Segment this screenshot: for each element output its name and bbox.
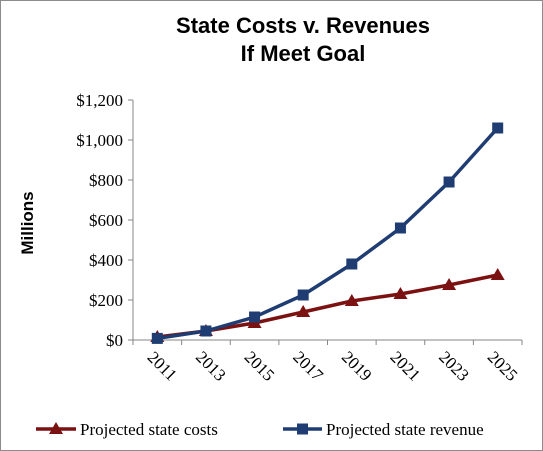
chart-title-line-2: If Meet Goal [241, 41, 366, 66]
data-point [394, 222, 406, 234]
y-tick-label: $600 [89, 211, 123, 230]
x-tick-label: 2011 [144, 348, 181, 385]
series-layer [150, 122, 505, 344]
legend-item-1: Projected state costs [36, 420, 218, 439]
y-tick-label: $0 [106, 331, 123, 350]
legend-item-2: Projected state revenue [283, 420, 484, 439]
data-point [249, 311, 261, 323]
x-tick-label: 2015 [241, 347, 278, 384]
data-point [442, 278, 457, 290]
legend-marker [297, 423, 308, 435]
data-point [346, 258, 358, 270]
y-tick-label: $800 [89, 171, 123, 190]
data-point [443, 176, 455, 188]
chart-title-line-1: State Costs v. Revenues [176, 13, 430, 38]
y-tick-label: $1,000 [76, 131, 123, 150]
data-point [393, 287, 408, 299]
y-tick-label: $400 [89, 251, 123, 270]
y-tick-label: $200 [89, 291, 123, 310]
x-tick-label: 2013 [192, 347, 229, 384]
y-axis-label: Millions [18, 191, 37, 254]
x-tick-label: 2021 [387, 347, 424, 384]
axes: $0 $200 $400 $600 $800 $1,000 $1,200 2011 2013 20… [76, 91, 523, 385]
data-point [490, 268, 505, 280]
x-tick-label: 2019 [338, 347, 375, 384]
y-tick-label: $1,200 [76, 91, 123, 110]
data-point [297, 289, 309, 301]
data-point [296, 305, 311, 317]
series-2 [151, 122, 504, 344]
series-line [155, 126, 500, 341]
data-point [492, 122, 504, 134]
data-point [344, 294, 359, 306]
data-point [151, 332, 163, 344]
x-tick-label: 2023 [435, 347, 472, 384]
data-point [200, 325, 212, 337]
legend-label: Projected state revenue [326, 420, 484, 439]
legend-marker [49, 422, 63, 434]
x-tick-label: 2017 [289, 347, 327, 385]
legend-label: Projected state costs [80, 420, 218, 439]
legend: Projected state costs Projected state rev… [36, 420, 484, 439]
x-tick-label: 2025 [484, 347, 521, 384]
